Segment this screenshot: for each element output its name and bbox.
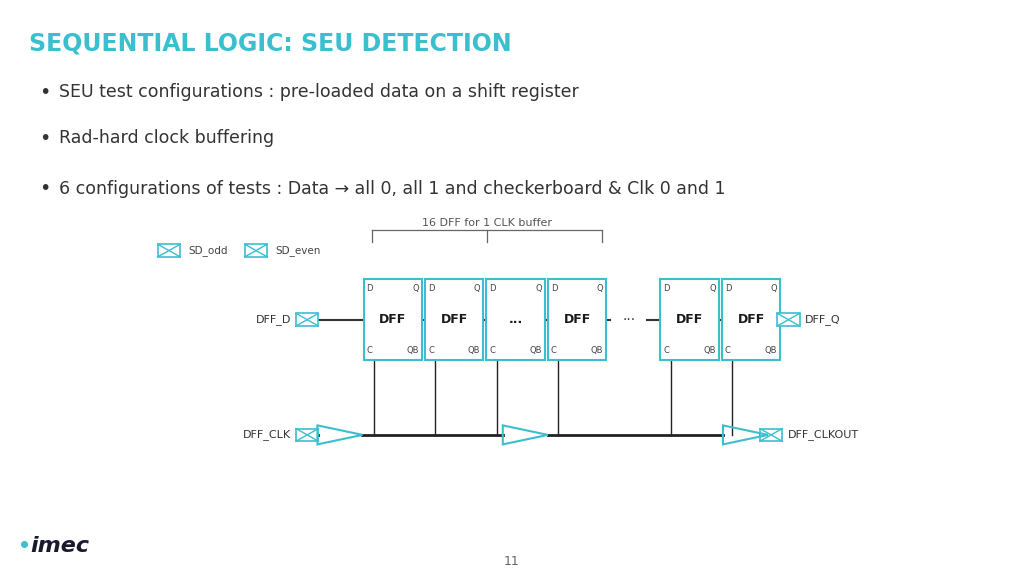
Text: QB: QB	[591, 346, 603, 355]
Text: D: D	[489, 284, 496, 293]
Text: imec: imec	[31, 536, 90, 556]
Text: C: C	[489, 346, 496, 355]
Text: D: D	[367, 284, 373, 293]
Text: DFF_CLK: DFF_CLK	[243, 430, 291, 440]
Text: Q: Q	[536, 284, 542, 293]
Text: DFF: DFF	[737, 313, 765, 326]
Bar	[760, 429, 782, 441]
Bar	[296, 313, 318, 326]
Bar	[364, 279, 422, 360]
Text: D: D	[664, 284, 670, 293]
Text: C: C	[428, 346, 434, 355]
Text: C: C	[725, 346, 731, 355]
Text: D: D	[551, 284, 557, 293]
Text: QB: QB	[529, 346, 542, 355]
Text: Q: Q	[710, 284, 716, 293]
Text: •: •	[39, 180, 51, 198]
Bar	[660, 279, 719, 360]
Text: ···: ···	[623, 313, 635, 327]
Text: DFF_D: DFF_D	[255, 314, 291, 325]
Text: QB: QB	[468, 346, 480, 355]
Text: C: C	[367, 346, 373, 355]
Text: DFF_Q: DFF_Q	[805, 314, 841, 325]
Text: SEQUENTIAL LOGIC: SEU DETECTION: SEQUENTIAL LOGIC: SEU DETECTION	[29, 32, 511, 56]
Text: ...: ...	[509, 313, 522, 326]
Text: Q: Q	[474, 284, 480, 293]
Text: DFF_CLKOUT: DFF_CLKOUT	[787, 430, 858, 440]
Text: 16 DFF for 1 CLK buffer: 16 DFF for 1 CLK buffer	[422, 218, 552, 228]
Text: 11: 11	[504, 555, 520, 568]
Text: D: D	[725, 284, 731, 293]
Text: DFF: DFF	[440, 313, 468, 326]
Bar	[548, 279, 606, 360]
Text: Q: Q	[771, 284, 777, 293]
Text: SD_even: SD_even	[275, 245, 321, 256]
Text: SEU test configurations : pre-loaded data on a shift register: SEU test configurations : pre-loaded dat…	[59, 83, 580, 101]
Text: DFF: DFF	[676, 313, 703, 326]
Text: QB: QB	[407, 346, 419, 355]
Text: SD_odd: SD_odd	[188, 245, 228, 256]
Text: C: C	[664, 346, 670, 355]
Text: Rad-hard clock buffering: Rad-hard clock buffering	[59, 129, 274, 147]
Text: D: D	[428, 284, 434, 293]
Bar	[158, 244, 180, 257]
Bar	[296, 429, 318, 441]
Text: Q: Q	[597, 284, 603, 293]
Text: •: •	[39, 83, 51, 101]
Bar	[425, 279, 483, 360]
Text: •: •	[39, 129, 51, 147]
Text: 6 configurations of tests : Data → all 0, all 1 and checkerboard & Clk 0 and 1: 6 configurations of tests : Data → all 0…	[59, 180, 726, 198]
Text: QB: QB	[765, 346, 777, 355]
Bar	[245, 244, 267, 257]
Text: QB: QB	[703, 346, 716, 355]
Bar	[777, 313, 800, 326]
Text: DFF: DFF	[563, 313, 591, 326]
Text: Q: Q	[413, 284, 419, 293]
Bar	[722, 279, 780, 360]
Bar	[486, 279, 545, 360]
Text: C: C	[551, 346, 557, 355]
Text: DFF: DFF	[379, 313, 407, 326]
